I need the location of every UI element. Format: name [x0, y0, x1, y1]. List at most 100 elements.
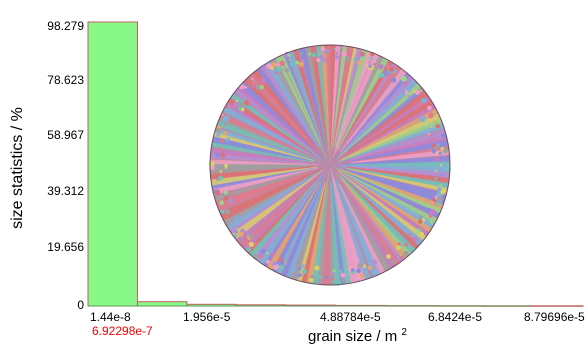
grain-wedge [331, 167, 381, 277]
grain-rim-speck [297, 273, 302, 278]
x-tick-label: 8.79696e-5 [524, 310, 585, 324]
bars [87, 21, 584, 307]
grain-wedge [336, 83, 424, 160]
grain-rim-speck [276, 66, 283, 72]
grain-rim-speck [253, 79, 257, 83]
grain-wedge [226, 166, 327, 231]
grain-rim-speck [279, 60, 285, 67]
grain-wedge [272, 179, 323, 273]
y-tick-label: 19.656 [47, 240, 84, 254]
grain-rim-speck [317, 275, 322, 279]
grain-rim-speck [418, 231, 424, 237]
x-axis-label-superscript: 2 [401, 327, 407, 338]
grain-rim-speck [441, 133, 446, 139]
grain-rim-speck [408, 95, 412, 98]
inset-outline [209, 44, 451, 286]
grain-rim-speck [234, 214, 239, 219]
grain-wedge [280, 52, 322, 144]
grain-rim-speck [438, 151, 442, 155]
grain-wedge [219, 168, 323, 217]
grain-rim-speck [415, 90, 420, 95]
grain-wedge [351, 139, 449, 162]
grain-rim-speck [341, 51, 347, 57]
grain-rim-speck [380, 256, 384, 260]
grain-wedge [346, 134, 448, 162]
grain-rim-speck [298, 266, 302, 271]
grain-rim-speck [404, 236, 407, 239]
grain-wedge [253, 168, 328, 262]
grain-wedge [210, 166, 318, 186]
grain-wedge [233, 168, 325, 243]
grain-rim-speck [309, 277, 314, 283]
grain-rim-speck [223, 131, 228, 136]
grain-rim-speck [353, 57, 358, 62]
grain-wedge [339, 68, 409, 153]
grain-rim-speck [333, 48, 336, 51]
grain-rim-speck [288, 58, 291, 61]
grain-rim-speck [415, 228, 421, 234]
grain-rim-speck [316, 58, 321, 63]
grain-rim-speck [362, 53, 365, 56]
grain-rim-speck [276, 63, 280, 67]
grain-rim-speck [271, 62, 277, 68]
grain-rim-speck [334, 55, 340, 60]
grain-wedge [353, 145, 450, 163]
grain-rim-speck [278, 257, 284, 262]
grain-rim-speck [369, 57, 373, 60]
grain-wedge [332, 168, 404, 265]
grain-wedge [221, 167, 326, 225]
grain-rim-speck [418, 216, 423, 220]
grain-rim-speck [427, 105, 432, 111]
grain-rim-speck [340, 272, 346, 278]
grain-rim-speck [311, 52, 317, 58]
grain-rim-speck [434, 156, 440, 162]
grain-wedge [247, 180, 316, 258]
grain-rim-speck [295, 60, 300, 65]
grain-rim-speck [437, 186, 442, 192]
grain-rim-speck [266, 259, 271, 264]
histogram-bar [137, 301, 188, 307]
x-axis-label: grain size / m 2 [308, 327, 407, 345]
grain-wedge [330, 45, 341, 163]
grain-rim-speck [332, 269, 336, 273]
y-tick-labels: 98.279 78.623 58.967 39.312 19.656 0 [47, 19, 84, 312]
grain-rim-speck [350, 268, 355, 272]
grain-wedge [248, 73, 316, 149]
grain-rim-speck [220, 152, 226, 158]
grain-rim-speck [426, 114, 429, 117]
grain-rim-speck [389, 66, 395, 72]
grain-wedge [275, 56, 329, 162]
grain-rim-speck [435, 124, 440, 129]
grain-rim-speck [277, 264, 284, 271]
grain-rim-speck [251, 81, 256, 86]
grain-wedge [333, 169, 401, 266]
grain-rim-speck [219, 170, 223, 173]
grain-rim-speck [255, 84, 262, 91]
x-axis-label-text: grain size / m [308, 328, 397, 345]
grain-wedge [332, 175, 366, 282]
grain-rim-speck [368, 61, 371, 64]
grain-rim-speck [223, 190, 228, 195]
grain-wedge [335, 172, 408, 261]
grain-rim-speck [247, 84, 250, 87]
grain-rim-speck [314, 265, 320, 271]
grain-microstructure-inset [209, 44, 451, 286]
grain-rim-speck [358, 60, 362, 64]
grain-rim-speck [395, 74, 398, 77]
grain-rim-speck [275, 71, 278, 75]
grain-rim-speck [291, 266, 297, 272]
grain-wedge [338, 184, 385, 276]
grain-rim-speck [429, 220, 433, 224]
grain-rim-speck [326, 49, 330, 52]
grain-rim-speck [442, 163, 447, 167]
grain-wedge [215, 165, 328, 207]
grain-wedge [335, 95, 431, 162]
grain-rim-speck [431, 149, 437, 154]
grain-rim-speck [413, 90, 416, 93]
grain-rim-speck [218, 175, 224, 181]
grain-rim-speck [428, 112, 434, 119]
y-tick-label: 0 [77, 298, 84, 312]
grain-rim-speck [409, 246, 415, 252]
grain-rim-speck [386, 254, 391, 259]
